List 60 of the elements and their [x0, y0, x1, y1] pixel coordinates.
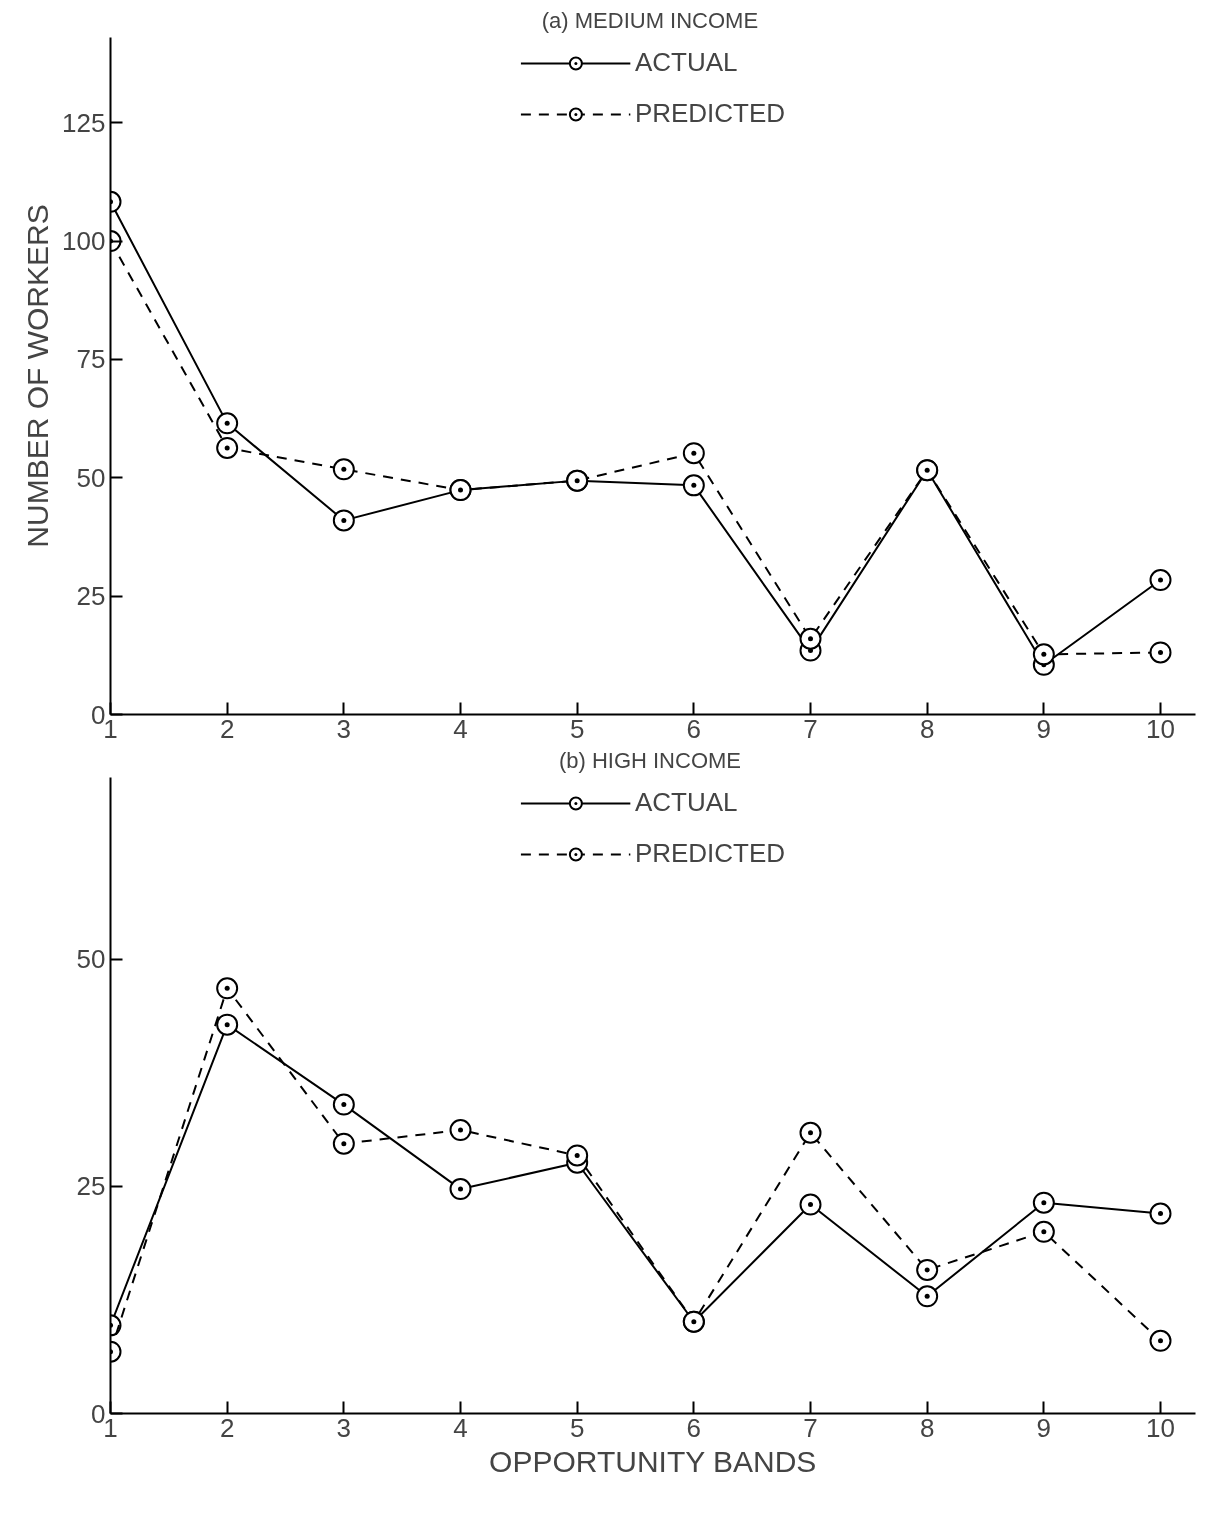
- y-tick-label: 50: [76, 462, 106, 493]
- legend-label: ACTUAL: [634, 787, 738, 818]
- x-tick-label: 10: [1146, 713, 1175, 744]
- y-tick-label: 25: [76, 581, 106, 612]
- chart-title: (b) HIGH INCOME: [558, 747, 742, 773]
- point: [216, 412, 239, 435]
- y-axis-title: NUMBER OF WORKERS: [21, 204, 55, 548]
- point: [566, 1144, 589, 1167]
- legend-label: ACTUAL: [634, 47, 738, 78]
- legend-label: PREDICTED: [634, 838, 786, 869]
- point: [1149, 641, 1172, 664]
- x-tick-label: 9: [1036, 713, 1052, 744]
- x-axis-title: OPPORTUNITY BANDS: [489, 1444, 817, 1478]
- point: [1032, 643, 1055, 666]
- point: [216, 1013, 239, 1036]
- y-tick-label: 50: [76, 944, 106, 975]
- chart-title: (a) MEDIUM INCOME: [541, 7, 759, 33]
- x-tick-label: 6: [686, 713, 702, 744]
- x-tick-label: 5: [569, 1412, 585, 1443]
- point: [332, 509, 355, 532]
- y-tick-label: 125: [62, 107, 106, 138]
- x-tick-label: 5: [569, 713, 585, 744]
- point: [216, 436, 239, 459]
- point: [332, 1093, 355, 1116]
- point: [1149, 569, 1172, 592]
- y-tick-label: 100: [62, 226, 106, 257]
- point: [799, 627, 822, 650]
- point: [449, 1178, 472, 1201]
- x-tick-label: 10: [1146, 1412, 1175, 1443]
- point: [216, 977, 239, 1000]
- point: [1149, 1202, 1172, 1225]
- y-tick-label: 0: [91, 699, 106, 730]
- point: [1032, 1191, 1055, 1214]
- point: [682, 474, 705, 497]
- y-tick-label: 0: [91, 1398, 106, 1429]
- x-tick-label: 3: [336, 713, 352, 744]
- legend-label: PREDICTED: [634, 98, 786, 129]
- x-tick-label: 2: [219, 1412, 235, 1443]
- x-tick-label: 7: [803, 713, 818, 744]
- point: [1032, 1220, 1055, 1243]
- point: [449, 1119, 472, 1142]
- x-tick-label: 6: [686, 1412, 702, 1443]
- x-tick-label: 4: [453, 1412, 468, 1443]
- point: [799, 1121, 822, 1144]
- point: [1149, 1329, 1172, 1352]
- point: [799, 1193, 822, 1216]
- point: [916, 1285, 939, 1308]
- x-tick-label: 2: [219, 713, 235, 744]
- x-tick-label: 7: [803, 1412, 818, 1443]
- y-tick-label: 25: [76, 1171, 106, 1202]
- x-tick-label: 9: [1036, 1412, 1052, 1443]
- y-tick-label: 75: [76, 344, 106, 375]
- point: [916, 1258, 939, 1281]
- x-tick-label: 3: [336, 1412, 352, 1443]
- x-tick-label: 8: [919, 713, 935, 744]
- point: [682, 442, 705, 465]
- point: [332, 1132, 355, 1155]
- point: [332, 458, 355, 481]
- x-tick-label: 8: [919, 1412, 935, 1443]
- x-tick-label: 4: [453, 713, 468, 744]
